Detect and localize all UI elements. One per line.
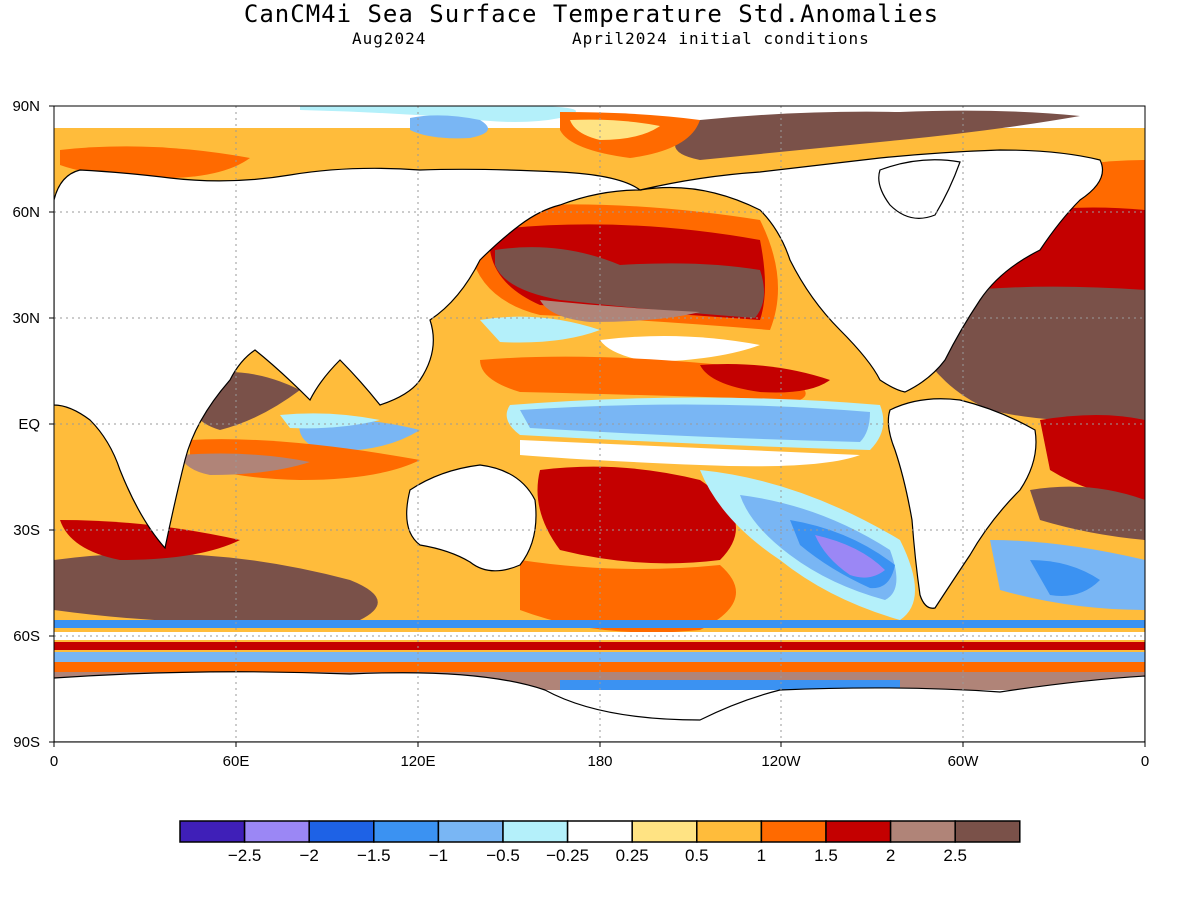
lon-label-180: 180 <box>587 753 612 770</box>
lat-label-90s: 90S <box>13 734 40 751</box>
colorbar-swatch <box>696 820 763 843</box>
arctic-blue-anomaly <box>410 115 488 139</box>
axis-ticks <box>49 105 1146 747</box>
land-masses <box>54 149 1145 742</box>
south-atlantic-brown <box>1030 486 1145 540</box>
arctic-cool-anomaly <box>300 106 576 122</box>
south-atlantic-mid-blue <box>1030 560 1100 596</box>
land-south-america <box>887 398 1037 609</box>
se-pacific-lavender <box>815 535 885 578</box>
lon-label-60e: 60E <box>223 753 250 770</box>
land-greenland <box>878 159 961 219</box>
np-subtropical-red <box>700 364 830 393</box>
southern-ocean-blue-streak-2 <box>54 652 1145 662</box>
north-pacific-mauve <box>540 300 700 322</box>
southern-ocean-brown <box>54 553 378 624</box>
valid-month-label: Aug2024 <box>352 29 427 48</box>
southern-ocean-red <box>60 520 240 560</box>
eq-pacific-blue <box>520 404 870 442</box>
tropical-atlantic-red <box>1040 415 1145 500</box>
land-eurasia-africa <box>54 167 642 550</box>
chart-title: CanCM4i Sea Surface Temperature Std.Anom… <box>243 0 940 28</box>
colorbar-swatch <box>760 820 827 843</box>
lon-label-60w: 60W <box>948 753 980 770</box>
colorbar-swatch <box>954 820 1021 843</box>
colorbar-label: −1 <box>429 846 448 865</box>
lon-label-0-east: 0 <box>1141 753 1149 770</box>
lon-labels: 0 60E 120E 180 120W 60W 0 <box>50 753 1149 770</box>
colorbar-label: 1.5 <box>814 846 838 865</box>
lat-label-30s: 30S <box>13 522 40 539</box>
colorbar-label: −2 <box>300 846 319 865</box>
south-pacific-red <box>537 466 736 564</box>
indian-ocean-mauve <box>180 453 310 475</box>
eq-pacific-white <box>520 440 860 467</box>
colorbar-swatch <box>825 820 892 843</box>
lat-labels: 90N 60N 30N EQ 30S 60S 90S <box>12 98 40 751</box>
arctic-red-anomaly <box>60 146 250 179</box>
graticule <box>54 106 1145 742</box>
land-australia <box>406 464 537 572</box>
arctic-brown-anomaly <box>675 110 1080 160</box>
lon-label-120w: 120W <box>761 753 801 770</box>
land-antarctica <box>54 671 1145 742</box>
colorbar-swatch <box>179 820 246 843</box>
colorbar-labels: −2.5 −2 −1.5 −1 −0.5 −0.25 0.25 0.5 1 1.5 2 2.5 <box>228 846 967 865</box>
colorbar-swatch <box>631 820 698 843</box>
lat-label-30n: 30N <box>12 310 40 327</box>
north-pacific-brown <box>495 247 764 318</box>
southern-ocean-white-streak <box>54 632 1145 640</box>
south-pacific-orange <box>520 560 736 633</box>
np-subtropical-white <box>600 336 760 362</box>
colorbar-label: 0.25 <box>616 846 649 865</box>
np-subtropical-lightblue <box>480 316 600 343</box>
colorbar-swatch <box>437 820 504 843</box>
colorbar-label: −0.25 <box>546 846 589 865</box>
lon-label-0: 0 <box>50 753 58 770</box>
colorbar-label: 2.5 <box>943 846 967 865</box>
init-conditions-label: April2024 initial conditions <box>572 29 870 48</box>
colorbar-label: −2.5 <box>228 846 262 865</box>
colorbar-swatch <box>566 820 633 843</box>
colorbar-label: 2 <box>886 846 895 865</box>
colorbar-label: −0.5 <box>486 846 520 865</box>
colorbar-label: −1.5 <box>357 846 391 865</box>
colorbar <box>179 820 1021 843</box>
colorbar-swatch <box>502 820 569 843</box>
colorbar-label: 1 <box>757 846 766 865</box>
indian-ocean-lightblue <box>280 413 380 429</box>
colorbar-swatch <box>308 820 375 843</box>
colorbar-swatch <box>889 820 956 843</box>
lat-label-60n: 60N <box>12 204 40 221</box>
lat-label-60s: 60S <box>13 628 40 645</box>
lat-label-eq: EQ <box>18 416 40 433</box>
southern-ocean-orange-streak <box>54 662 1145 672</box>
southern-ocean-blue-streak-1 <box>54 620 1145 628</box>
land-north-america <box>639 149 1104 393</box>
lon-label-120e: 120E <box>400 753 435 770</box>
lat-label-90n: 90N <box>12 98 40 115</box>
colorbar-swatch <box>373 820 440 843</box>
colorbar-label: 0.5 <box>685 846 709 865</box>
colorbar-swatch <box>243 820 310 843</box>
arctic-yellow-anomaly <box>570 119 660 140</box>
